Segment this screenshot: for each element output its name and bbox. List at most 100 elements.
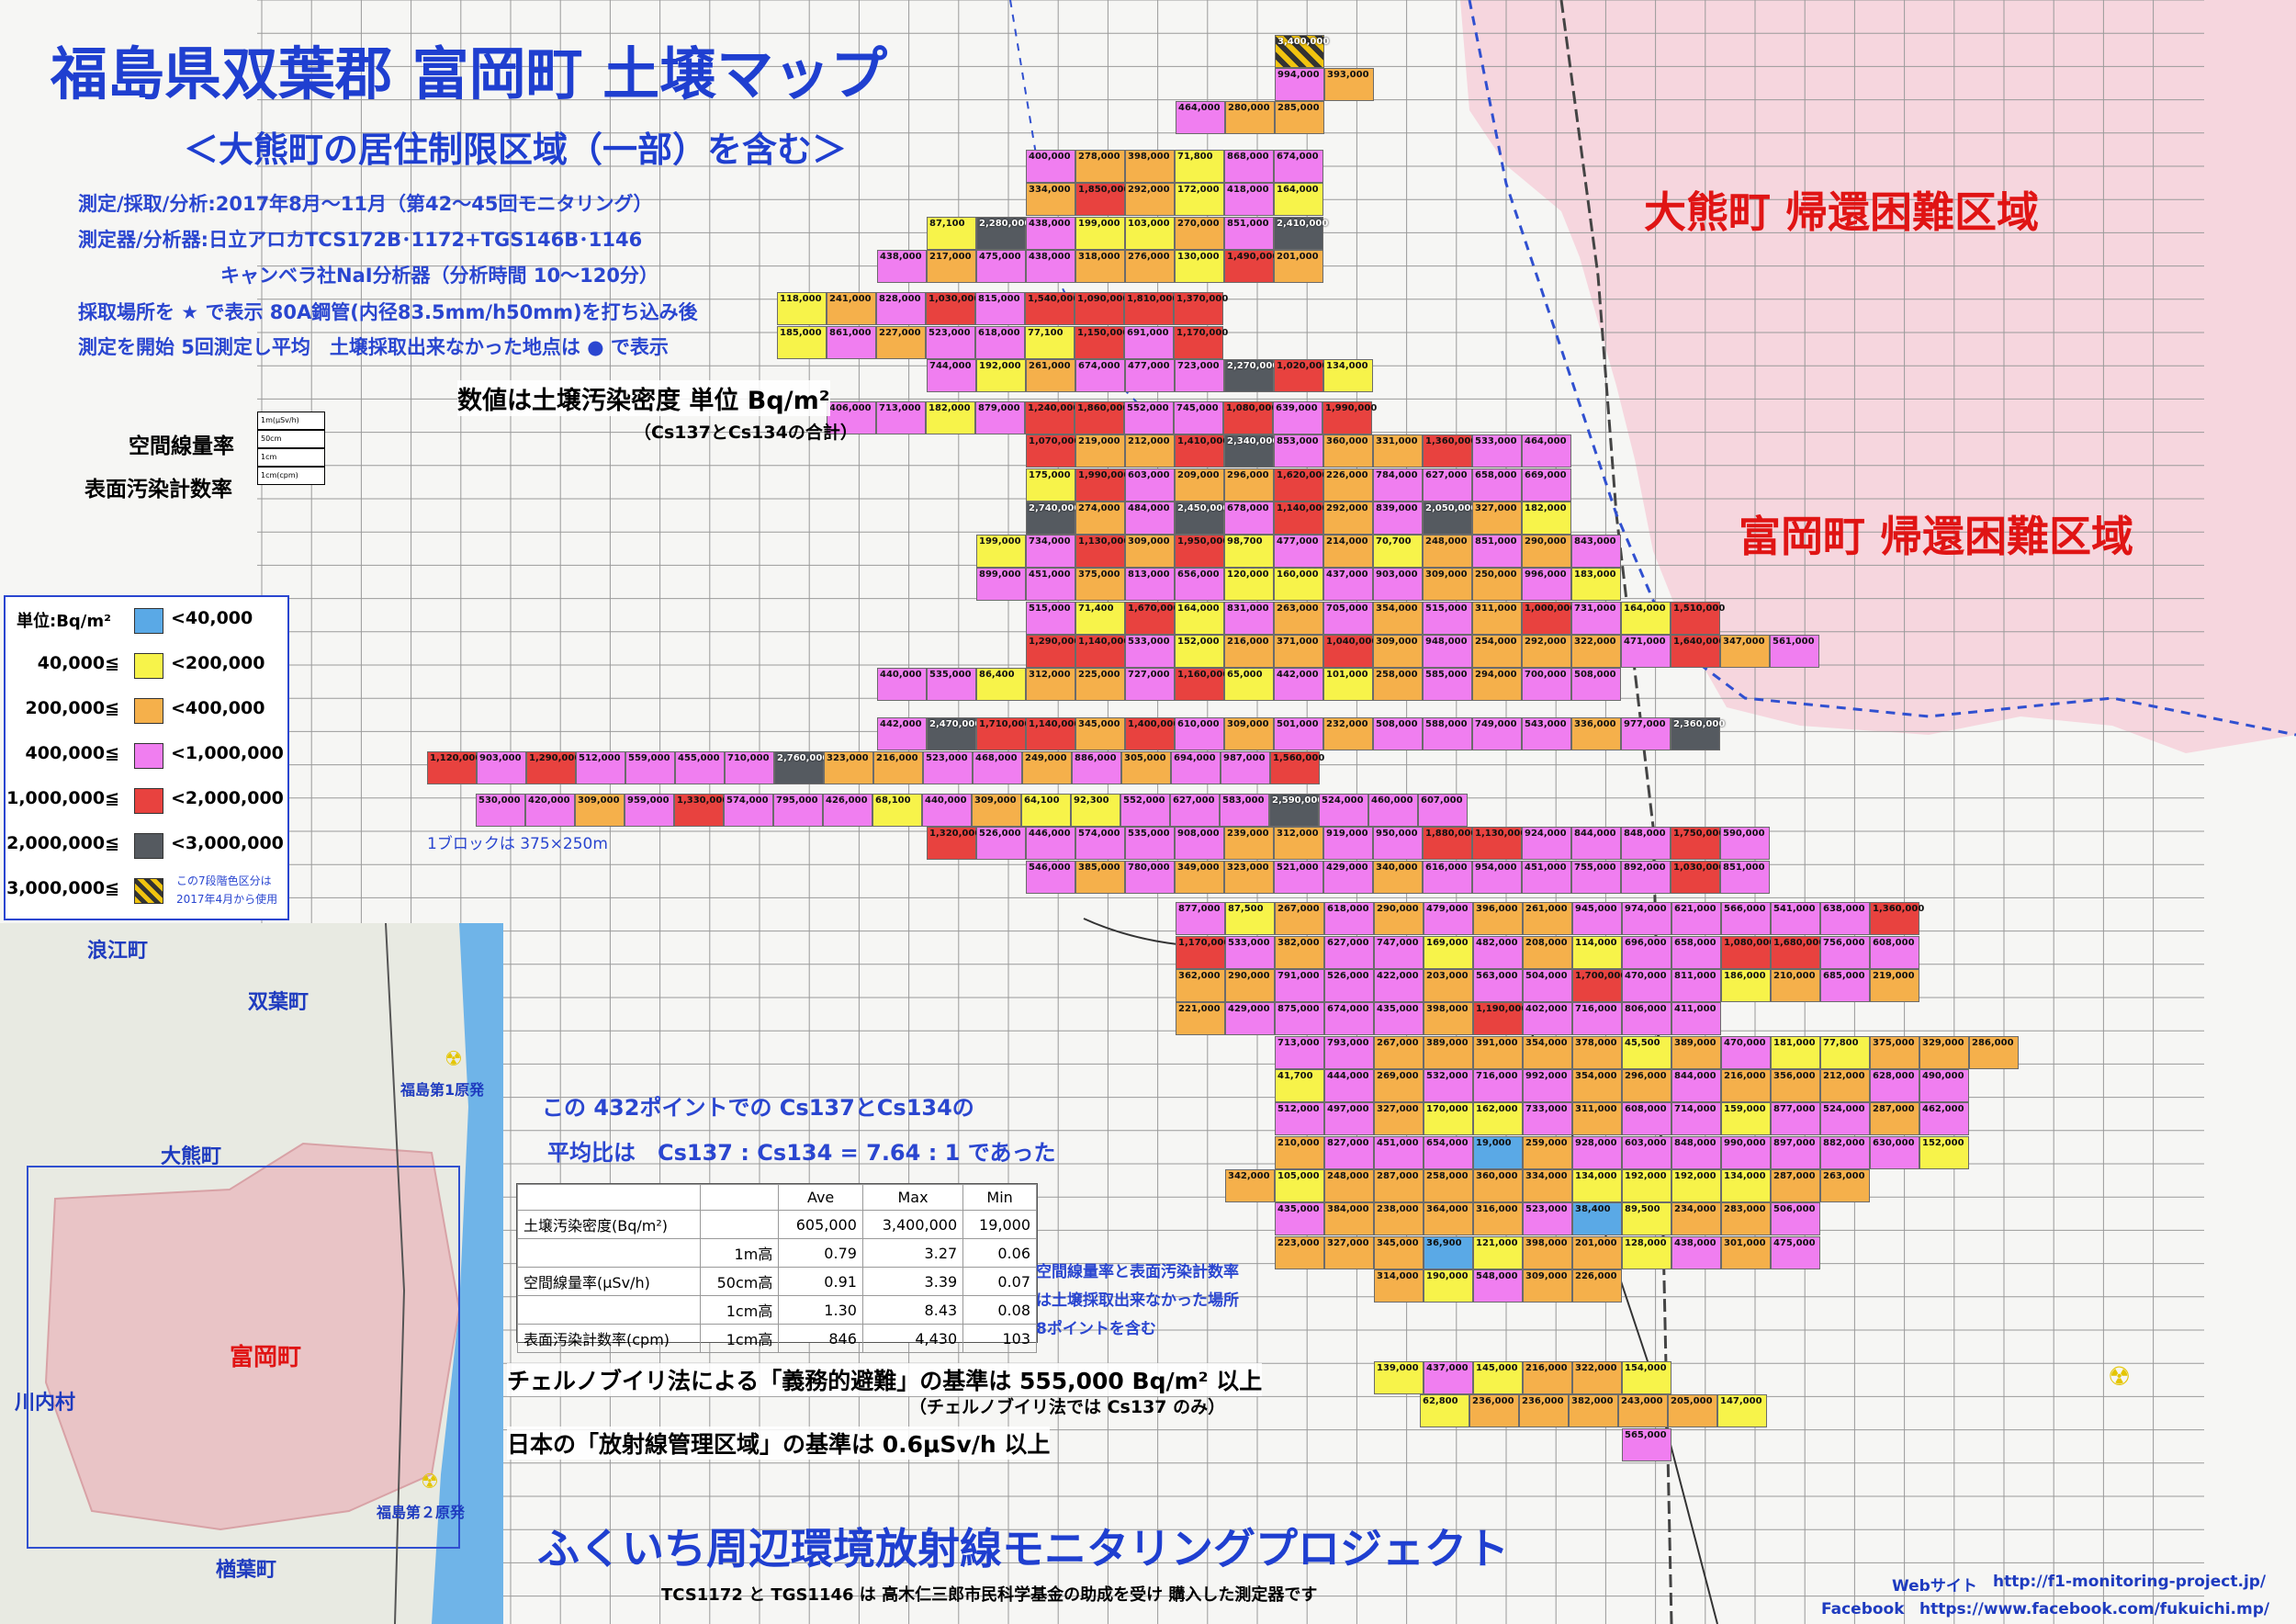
measurement-cell: 62,800 (1420, 1394, 1469, 1427)
measurement-cell: 733,000 (1523, 1102, 1572, 1135)
legend-row: 3,000,000≦ (6, 876, 281, 904)
measurement-cell: 130,000 (1175, 250, 1224, 283)
cell-value: 172,000 (1177, 185, 1220, 195)
cell-value: 276,000 (1128, 252, 1170, 262)
measurement-cell: 437,000 (1323, 568, 1373, 601)
cell-value: 877,000 (1178, 904, 1221, 914)
measurement-cell: 2,760,000 (774, 751, 828, 784)
legend-swatch (134, 878, 163, 904)
facebook-link[interactable]: https://www.facebook.com/fukuichi.mp/ (1919, 1600, 2270, 1618)
measurement-cell: 618,000 (1324, 902, 1374, 935)
measurement-cell: 1,330,000 (674, 794, 728, 827)
cell-value: 784,000 (1376, 470, 1418, 480)
cell-value: 475,000 (1773, 1238, 1816, 1248)
measurement-cell: 227,000 (876, 326, 926, 359)
cell-value: 928,000 (1575, 1138, 1617, 1148)
measurement-cell: 827,000 (1324, 1136, 1374, 1169)
measurement-cell: 226,000 (1572, 1269, 1622, 1303)
measurement-cell: 314,000 (1374, 1269, 1424, 1303)
measurement-cell: 1,560,000 (1270, 751, 1324, 784)
cell-value: 435,000 (1377, 1004, 1419, 1014)
measurement-cell: 950,000 (1373, 827, 1423, 860)
cell-value: 654,000 (1426, 1138, 1469, 1148)
cell-value: 292,000 (1525, 637, 1567, 647)
legend-unit: 単位:Bq/m² (17, 612, 112, 631)
measurement-cell: 908,000 (1175, 827, 1224, 860)
cell-value: 848,000 (1624, 829, 1666, 839)
measurement-cell: 795,000 (773, 794, 823, 827)
cell-value: 334,000 (1525, 1171, 1568, 1181)
measurement-cell: 1,290,000 (526, 751, 580, 784)
measurement-cell: 451,000 (1374, 1136, 1424, 1169)
meter-row-50cm: 50cm (257, 430, 325, 448)
cell-value: 309,000 (1128, 536, 1170, 547)
measurement-cell: 656,000 (1175, 568, 1224, 601)
measurement-cell: 354,000 (1572, 1069, 1622, 1102)
measurement-cell: 1,320,000 (927, 827, 981, 860)
measurement-cell: 526,000 (1324, 969, 1374, 1002)
cell-value: 294,000 (1475, 670, 1517, 680)
measurement-cell: 292,000 (1522, 635, 1571, 668)
measurement-cell: 1,150,000 (1075, 326, 1129, 359)
measurement-cell: 70,700 (1373, 535, 1423, 568)
measurement-cell: 278,000 (1075, 150, 1125, 183)
measurement-cell: 882,000 (1820, 1136, 1870, 1169)
cell-value: 482,000 (1476, 938, 1518, 948)
cell-value: 987,000 (1223, 753, 1266, 763)
cell-value: 780,000 (1128, 863, 1170, 873)
measurement-cell: 745,000 (1174, 401, 1223, 434)
inset-map: 浪江町 双葉町 大熊町 富岡町 川内村 楢葉町 ☢ 福島第1原発 ☢ 福島第２原… (0, 923, 503, 1624)
info-line-3: キャンベラ社NaI分析器（分析時間 10～120分） (220, 265, 658, 287)
measurement-cell: 497,000 (1324, 1102, 1374, 1135)
cell-value: 169,000 (1426, 938, 1469, 948)
cell-value: 323,000 (827, 753, 869, 763)
cell-value: 259,000 (1525, 1138, 1568, 1148)
measurement-cell: 269,000 (1374, 1069, 1424, 1102)
measurement-cell: 886,000 (1072, 751, 1121, 784)
cell-value: 455,000 (678, 753, 720, 763)
cell-value: 438,000 (1029, 252, 1071, 262)
measurement-cell: 2,740,000 (1026, 502, 1080, 535)
cell-value: 950,000 (1376, 829, 1418, 839)
measurement-cell: 552,000 (1124, 401, 1174, 434)
measurement-cell: 19,000 (1473, 1136, 1523, 1169)
cell-value: 322,000 (1574, 637, 1616, 647)
legend-row: <40,000 (6, 606, 281, 634)
cell-value: 248,000 (1327, 1171, 1369, 1181)
stats-min: 0.08 (962, 1295, 1037, 1325)
cell-value: 515,000 (1029, 603, 1071, 614)
cell-value: 442,000 (1277, 670, 1319, 680)
measurement-cell: 477,000 (1274, 535, 1323, 568)
measurement-cell: 678,000 (1224, 502, 1274, 535)
measurement-cell: 861,000 (827, 326, 876, 359)
cell-value: 239,000 (1227, 829, 1269, 839)
cell-value: 464,000 (1525, 436, 1567, 446)
cell-value: 627,000 (1173, 795, 1215, 806)
measurement-cell: 77,100 (1025, 326, 1075, 359)
measurement-cell: 86,400 (976, 668, 1026, 701)
measurement-cell: 292,000 (1323, 502, 1373, 535)
cell-value: 36,900 (1426, 1238, 1462, 1248)
measurement-cell: 216,000 (1224, 635, 1274, 668)
measurement-cell: 731,000 (1571, 602, 1621, 635)
measurement-cell: 205,000 (1668, 1394, 1717, 1427)
stats-min: 0.06 (962, 1238, 1037, 1268)
cell-value: 552,000 (1123, 795, 1165, 806)
measurement-cell: 996,000 (1522, 568, 1571, 601)
measurement-cell: 455,000 (675, 751, 725, 784)
tomioka-zone-label: 富岡町 帰還困難区域 (1739, 512, 2134, 561)
measurement-cell: 356,000 (1771, 1069, 1820, 1102)
stats-header: Ave (778, 1184, 863, 1211)
website-link[interactable]: http://f1-monitoring-project.jp/ (1993, 1573, 2267, 1591)
cell-value: 225,000 (1078, 670, 1120, 680)
measurement-cell: 280,000 (1225, 101, 1275, 134)
measurement-cell: 226,000 (1323, 468, 1373, 502)
legend-min: 40,000≦ (37, 653, 119, 673)
measurement-cell: 959,000 (625, 794, 674, 827)
measurement-cell: 987,000 (1221, 751, 1270, 784)
measurement-cell: 322,000 (1572, 1361, 1622, 1394)
measurement-cell: 897,000 (1771, 1136, 1820, 1169)
cell-value: 396,000 (1476, 904, 1518, 914)
measurement-cell: 744,000 (927, 359, 976, 392)
